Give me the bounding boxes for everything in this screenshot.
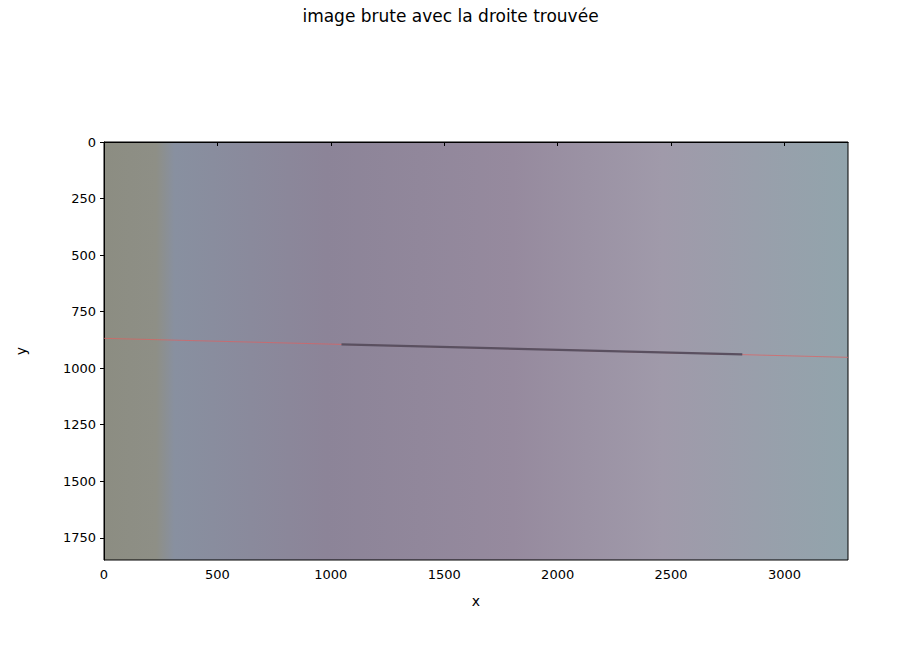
svg-text:x: x <box>472 593 480 609</box>
svg-text:1000: 1000 <box>63 361 96 376</box>
svg-text:image brute avec la droite tro: image brute avec la droite trouvée <box>302 6 598 26</box>
svg-text:500: 500 <box>71 248 96 263</box>
svg-text:2500: 2500 <box>655 567 688 582</box>
svg-text:3000: 3000 <box>768 567 801 582</box>
svg-text:1500: 1500 <box>63 474 96 489</box>
svg-text:y: y <box>13 347 29 355</box>
svg-text:1250: 1250 <box>63 417 96 432</box>
svg-text:250: 250 <box>71 191 96 206</box>
svg-text:0: 0 <box>88 135 96 150</box>
svg-text:500: 500 <box>205 567 230 582</box>
svg-text:1750: 1750 <box>63 530 96 545</box>
svg-text:2000: 2000 <box>541 567 574 582</box>
svg-text:750: 750 <box>71 304 96 319</box>
svg-text:1000: 1000 <box>314 567 347 582</box>
svg-text:1500: 1500 <box>428 567 461 582</box>
svg-text:0: 0 <box>100 567 108 582</box>
